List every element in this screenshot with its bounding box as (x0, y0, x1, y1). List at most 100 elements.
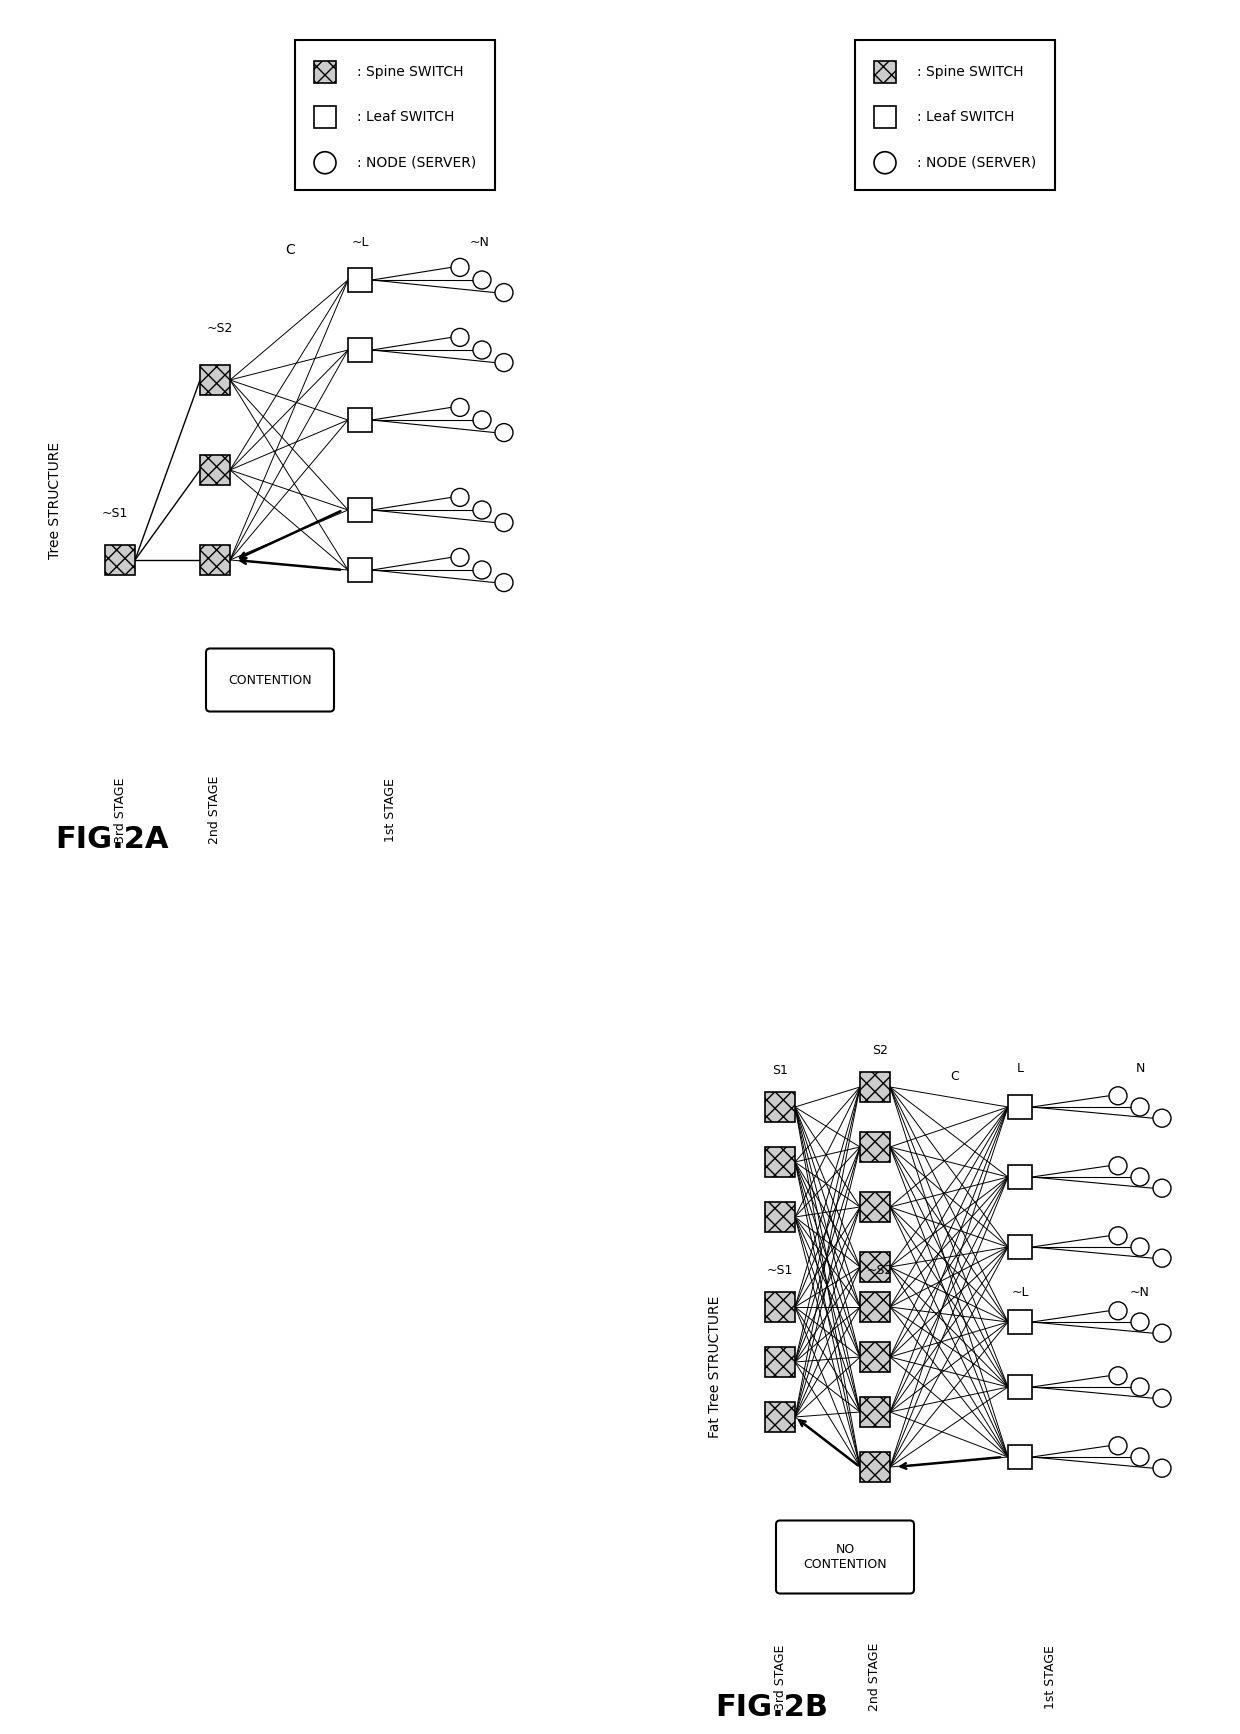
Bar (295, 40, 495, 191)
Circle shape (1131, 1098, 1149, 1117)
Text: : Leaf SWITCH: : Leaf SWITCH (918, 111, 1014, 125)
Bar (348, 558, 372, 583)
Bar (861, 1292, 890, 1321)
Bar (105, 544, 135, 576)
Bar (200, 544, 229, 576)
Text: ~L: ~L (351, 236, 368, 248)
Text: 1st STAGE: 1st STAGE (1044, 1646, 1056, 1710)
Bar (765, 1403, 795, 1432)
Text: ~S2: ~S2 (207, 323, 233, 335)
Text: : Leaf SWITCH: : Leaf SWITCH (357, 111, 454, 125)
Text: Tree STRUCTURE: Tree STRUCTURE (48, 442, 62, 558)
Circle shape (495, 284, 513, 302)
Bar (856, 40, 1055, 191)
Bar (1008, 1309, 1032, 1333)
Circle shape (1131, 1448, 1149, 1465)
Text: 3rd STAGE: 3rd STAGE (114, 777, 126, 843)
Text: ~S2: ~S2 (867, 1264, 893, 1276)
Text: ~S1: ~S1 (766, 1264, 794, 1276)
Text: : NODE (SERVER): : NODE (SERVER) (357, 156, 476, 170)
Bar (1008, 1444, 1032, 1469)
Circle shape (1153, 1460, 1171, 1477)
Circle shape (1153, 1248, 1171, 1268)
Bar (861, 1191, 890, 1222)
Circle shape (495, 423, 513, 442)
Circle shape (314, 153, 336, 173)
Bar (861, 1132, 890, 1162)
Bar (765, 1202, 795, 1231)
Bar (765, 1347, 795, 1377)
Text: C: C (285, 243, 295, 257)
Bar (348, 338, 372, 362)
Text: 2nd STAGE: 2nd STAGE (208, 775, 222, 844)
Bar (765, 1092, 795, 1122)
Text: C: C (951, 1070, 960, 1084)
Circle shape (495, 354, 513, 371)
Text: NO
CONTENTION: NO CONTENTION (804, 1543, 887, 1571)
Bar (861, 1072, 890, 1103)
Circle shape (451, 258, 469, 276)
Bar (861, 1451, 890, 1483)
Bar (200, 454, 229, 486)
Bar (861, 1252, 890, 1281)
Text: : Spine SWITCH: : Spine SWITCH (918, 64, 1023, 78)
Text: FIG.2A: FIG.2A (55, 825, 169, 855)
Text: N: N (1136, 1063, 1145, 1075)
Circle shape (1109, 1087, 1127, 1105)
Circle shape (495, 574, 513, 591)
Circle shape (472, 562, 491, 579)
Circle shape (1109, 1226, 1127, 1245)
Text: S2: S2 (872, 1044, 888, 1058)
Bar (1008, 1375, 1032, 1399)
Bar (1008, 1235, 1032, 1259)
Text: 1st STAGE: 1st STAGE (383, 779, 397, 843)
Circle shape (472, 411, 491, 428)
Circle shape (874, 153, 897, 173)
Text: L: L (1017, 1063, 1023, 1075)
Circle shape (472, 342, 491, 359)
Circle shape (1153, 1389, 1171, 1408)
Circle shape (1131, 1169, 1149, 1186)
Circle shape (451, 328, 469, 347)
Text: ~N: ~N (1130, 1285, 1149, 1299)
Bar (765, 1292, 795, 1321)
Circle shape (1131, 1379, 1149, 1396)
Circle shape (451, 548, 469, 567)
Circle shape (472, 501, 491, 518)
Bar (874, 106, 897, 128)
Bar (348, 407, 372, 432)
Bar (200, 364, 229, 395)
Bar (861, 1342, 890, 1372)
Circle shape (1153, 1325, 1171, 1342)
Bar (874, 61, 897, 83)
FancyBboxPatch shape (206, 649, 334, 711)
FancyBboxPatch shape (776, 1521, 914, 1594)
Bar (861, 1398, 890, 1427)
Text: ~S1: ~S1 (102, 506, 128, 520)
Circle shape (451, 489, 469, 506)
Bar (348, 269, 372, 291)
Circle shape (1109, 1366, 1127, 1385)
Circle shape (1153, 1179, 1171, 1196)
Text: FIG.2B: FIG.2B (715, 1692, 828, 1722)
Bar (1008, 1165, 1032, 1190)
Circle shape (1109, 1157, 1127, 1176)
Text: 2nd STAGE: 2nd STAGE (868, 1642, 882, 1711)
Text: ~N: ~N (470, 236, 490, 248)
Circle shape (1131, 1238, 1149, 1255)
Circle shape (1109, 1302, 1127, 1320)
Bar (314, 61, 336, 83)
Text: CONTENTION: CONTENTION (228, 673, 311, 687)
Circle shape (1153, 1110, 1171, 1127)
Bar (314, 106, 336, 128)
Circle shape (1131, 1313, 1149, 1332)
Text: 3rd STAGE: 3rd STAGE (774, 1644, 786, 1710)
Text: : Spine SWITCH: : Spine SWITCH (357, 64, 464, 78)
Circle shape (1109, 1437, 1127, 1455)
Text: S1: S1 (773, 1065, 787, 1077)
Circle shape (451, 399, 469, 416)
Text: Fat Tree STRUCTURE: Fat Tree STRUCTURE (708, 1295, 722, 1437)
Bar (1008, 1094, 1032, 1118)
Circle shape (495, 513, 513, 532)
Circle shape (472, 271, 491, 290)
